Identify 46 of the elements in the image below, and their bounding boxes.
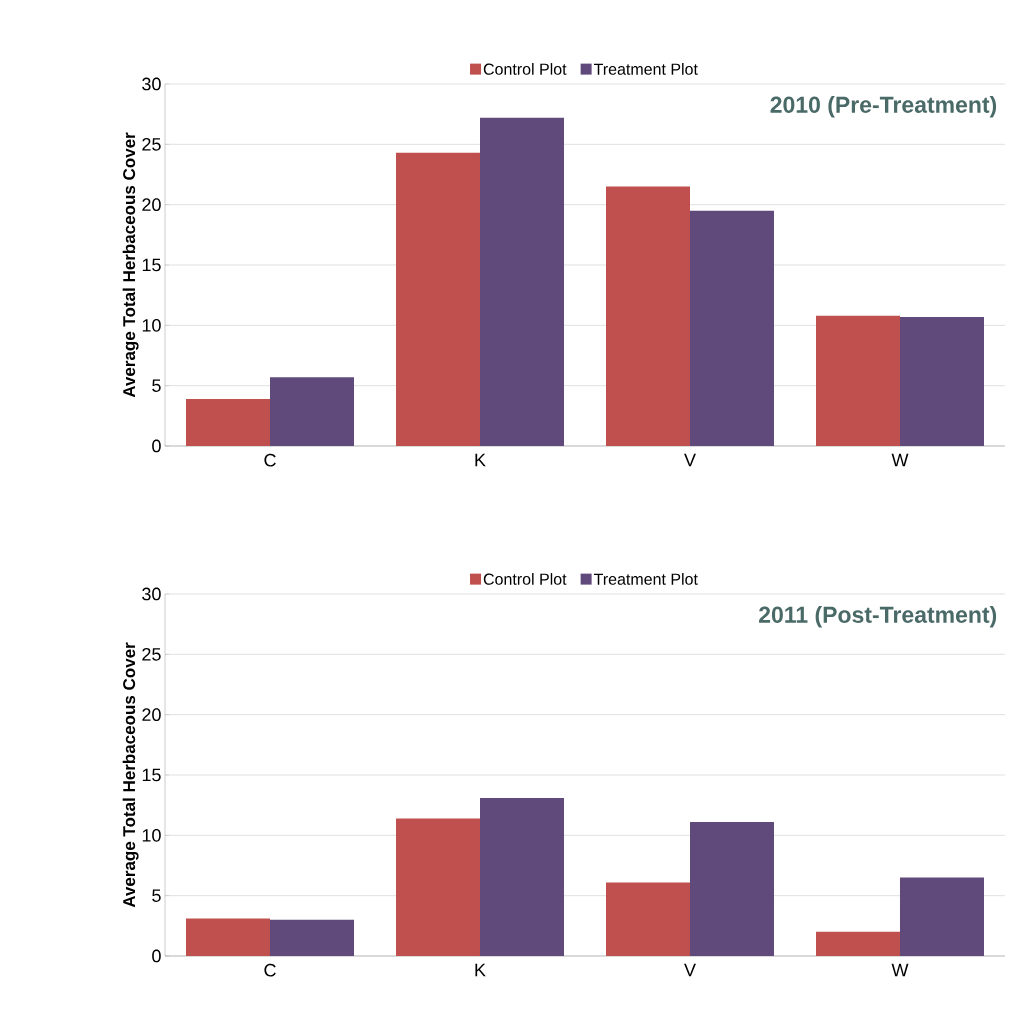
x-tick-label: K (475, 963, 486, 977)
y-tick-label: 25 (142, 647, 161, 661)
y-tick-label: 30 (142, 587, 161, 601)
y-tick-label: 15 (142, 258, 161, 272)
y-tick-label: 15 (142, 768, 161, 782)
legend-label: Control Plot (483, 63, 567, 75)
bar (690, 210, 774, 446)
bar (186, 398, 270, 446)
y-tick-label: 0 (152, 439, 161, 453)
chart-title: 2010 (Pre-Treatment) (770, 96, 997, 118)
y-tick-label: 5 (152, 379, 161, 392)
bar (899, 316, 984, 446)
x-tick-label: V (684, 963, 696, 977)
y-tick-label: 20 (142, 198, 161, 212)
legend-label: Control Plot (483, 573, 567, 585)
bar (186, 918, 270, 956)
bar (815, 315, 900, 446)
bar (606, 882, 690, 956)
bar (899, 877, 984, 956)
y-tick-label: 10 (142, 318, 161, 332)
x-tick-label: C (264, 453, 276, 467)
y-tick-label: 30 (142, 77, 161, 91)
bar (480, 797, 564, 956)
bar (480, 117, 564, 446)
x-tick-label: W (891, 453, 909, 467)
bar (606, 186, 690, 446)
y-tick-label: 25 (142, 137, 161, 151)
y-tick-label: 5 (152, 889, 161, 902)
y-tick-label: 10 (142, 828, 161, 842)
y-tick-label: 20 (142, 708, 161, 722)
bar (270, 377, 354, 446)
x-tick-label: K (475, 453, 486, 467)
y-tick-label: 0 (152, 949, 161, 963)
bar (815, 931, 900, 956)
y-axis-title: Average Total Herbaceous Cover (122, 642, 139, 908)
legend-label: Treatment Plot (593, 573, 698, 585)
x-tick-label: V (684, 453, 696, 467)
chart-title: 2011 (Post-Treatment) (759, 606, 997, 628)
bar (690, 822, 774, 956)
bar (270, 919, 354, 956)
bar (396, 818, 480, 956)
x-tick-label: C (264, 963, 276, 977)
x-tick-label: W (891, 963, 909, 977)
y-axis-title: Average Total Herbaceous Cover (122, 132, 139, 398)
legend-label: Treatment Plot (593, 63, 698, 75)
bar (396, 152, 480, 446)
